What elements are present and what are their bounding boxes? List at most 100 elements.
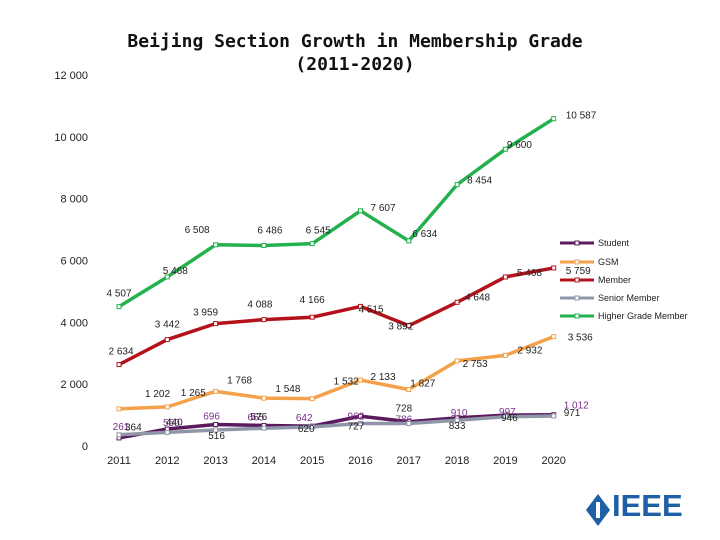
data-label: 10 587 bbox=[566, 111, 597, 122]
data-label: 516 bbox=[208, 431, 225, 442]
data-point-marker bbox=[164, 429, 170, 435]
y-tick-label: 6 000 bbox=[60, 256, 88, 268]
data-label: 3 536 bbox=[568, 333, 593, 344]
data-point-marker bbox=[261, 425, 267, 431]
data-label: 364 bbox=[125, 423, 142, 434]
data-label: 971 bbox=[564, 408, 581, 419]
data-label: 2 932 bbox=[517, 345, 542, 356]
legend: Student GSM Member Senior Member Higher Grad… bbox=[560, 238, 688, 321]
data-label: 8 454 bbox=[467, 176, 492, 187]
data-label: 1 012 bbox=[564, 401, 589, 412]
data-point-marker bbox=[164, 274, 170, 280]
data-point-marker bbox=[551, 265, 557, 271]
data-label: 6 486 bbox=[257, 225, 282, 236]
data-label: 665 bbox=[248, 412, 265, 423]
series-line bbox=[118, 117, 555, 309]
data-label: 5 468 bbox=[163, 266, 188, 277]
data-point-marker bbox=[358, 208, 363, 214]
y-tick-label: 2 000 bbox=[60, 379, 88, 391]
data-label: 946 bbox=[501, 413, 518, 424]
data-label: 997 bbox=[499, 407, 516, 418]
y-tick-label: 10 000 bbox=[54, 132, 88, 144]
data-label: 4 166 bbox=[300, 295, 325, 306]
data-point-marker bbox=[116, 362, 122, 368]
data-point-marker bbox=[309, 241, 315, 247]
data-label: 833 bbox=[449, 421, 466, 432]
data-point-marker bbox=[454, 299, 460, 305]
data-label: 5 468 bbox=[517, 268, 542, 279]
data-point-marker bbox=[164, 404, 170, 410]
data-point-marker bbox=[261, 395, 267, 401]
data-point-marker bbox=[116, 432, 122, 438]
data-label: 3 442 bbox=[155, 320, 180, 331]
data-point-marker bbox=[213, 427, 219, 433]
data-label: 728 bbox=[395, 403, 412, 414]
data-point-marker bbox=[454, 182, 460, 188]
data-point-marker bbox=[551, 116, 557, 122]
data-point-marker bbox=[502, 146, 508, 152]
data-label: 2 133 bbox=[371, 372, 396, 383]
data-point-marker bbox=[406, 238, 412, 244]
data-label: 2 634 bbox=[108, 347, 133, 358]
data-point-marker bbox=[502, 274, 508, 280]
series-higher-grade-member: 4 507 5 468 6 508 6 486 6 545 7 607 6 634 8 454… bbox=[106, 111, 597, 310]
series-line bbox=[118, 412, 554, 440]
series-line bbox=[118, 335, 555, 411]
data-label: 3 959 bbox=[193, 308, 218, 319]
y-tick-label: 0 bbox=[82, 441, 88, 453]
x-tick-label: 2015 bbox=[300, 455, 324, 467]
data-point-marker bbox=[551, 413, 557, 419]
ieee-logo bbox=[586, 494, 610, 526]
series-student: 261 550 696 665 642 962 786 910 997 1 012 bbox=[113, 401, 589, 441]
y-tick-label: 12 000 bbox=[54, 70, 88, 82]
data-point-marker bbox=[116, 406, 122, 412]
data-label: 910 bbox=[451, 408, 468, 419]
data-label: 4 648 bbox=[465, 292, 490, 303]
series-line bbox=[118, 414, 554, 437]
series-senior-member: 364 440 516 576 620 727 728 833 946 971 bbox=[116, 403, 581, 442]
chart-title-line1: Beijing Section Growth in Membership Gra… bbox=[127, 31, 582, 52]
data-label: 696 bbox=[203, 411, 220, 422]
data-point-marker bbox=[406, 323, 412, 329]
ieee-diamond-mark-icon bbox=[596, 502, 600, 518]
legend-marker bbox=[574, 313, 580, 319]
data-label: 6 508 bbox=[185, 225, 210, 236]
data-point-marker bbox=[454, 358, 460, 364]
legend-marker bbox=[574, 277, 580, 283]
data-label: 6 545 bbox=[306, 226, 331, 237]
data-label: 5 759 bbox=[566, 266, 591, 277]
data-point-marker bbox=[261, 317, 267, 323]
data-point-marker bbox=[213, 388, 219, 394]
data-label: 786 bbox=[395, 415, 412, 426]
data-point-marker bbox=[116, 304, 122, 310]
data-point-marker bbox=[309, 424, 315, 430]
legend-label: Higher Grade Member bbox=[598, 311, 688, 321]
data-label: 3 892 bbox=[388, 322, 413, 333]
series-line bbox=[118, 266, 555, 367]
data-point-marker bbox=[358, 413, 363, 419]
data-point-marker bbox=[309, 396, 315, 402]
data-point-marker bbox=[406, 420, 412, 426]
data-point-marker bbox=[502, 352, 508, 358]
data-label: 1 827 bbox=[410, 379, 435, 390]
legend-label: Member bbox=[598, 275, 631, 285]
y-tick-label: 4 000 bbox=[60, 317, 88, 329]
data-label: 7 607 bbox=[371, 203, 396, 214]
data-label: 962 bbox=[348, 411, 365, 422]
data-label: 727 bbox=[348, 422, 365, 433]
x-tick-label: 2013 bbox=[203, 455, 227, 467]
data-label: 6 634 bbox=[412, 229, 437, 240]
x-tick-label: 2020 bbox=[541, 455, 565, 467]
x-tick-label: 2017 bbox=[397, 455, 421, 467]
data-point-marker bbox=[551, 334, 557, 340]
x-tick-label: 2011 bbox=[107, 455, 131, 467]
data-point-marker bbox=[358, 421, 363, 427]
series-layer: 4 507 5 468 6 508 6 486 6 545 7 607 6 634 8 454… bbox=[106, 111, 596, 442]
data-point-marker bbox=[406, 387, 412, 393]
data-point-marker bbox=[454, 417, 460, 423]
data-label: 1 532 bbox=[334, 377, 359, 388]
data-label: 4 507 bbox=[106, 289, 131, 300]
data-label: 576 bbox=[251, 412, 268, 423]
data-label: 1 768 bbox=[227, 375, 252, 386]
